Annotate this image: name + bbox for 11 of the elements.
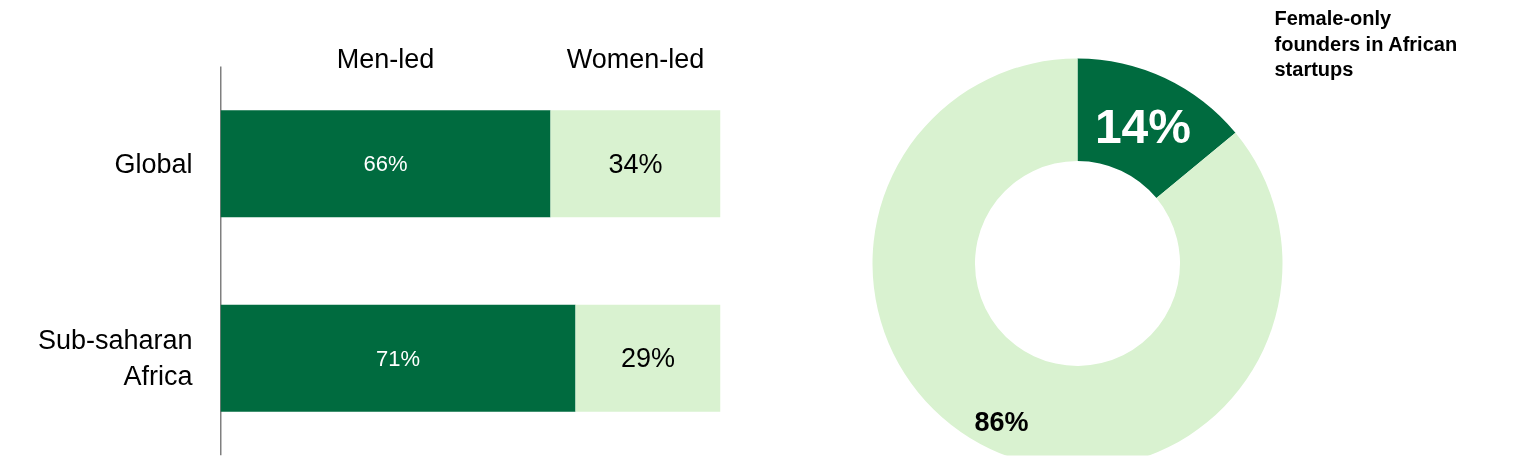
data-label: 86% [974, 407, 1029, 438]
data-label: 66% [363, 151, 408, 177]
y-tick-label: Global [114, 148, 193, 179]
data-label: 71% [375, 345, 421, 371]
data-label: 14% [1094, 99, 1192, 153]
y-tick-label: Sub-saharan Africa [37, 325, 194, 392]
series-label: Women-led [566, 43, 705, 74]
series-label: Men-led [336, 43, 435, 74]
text: Female-only founders in African startups [1274, 7, 1458, 80]
data-label: 29% [620, 343, 676, 374]
data-label: 34% [608, 148, 663, 179]
